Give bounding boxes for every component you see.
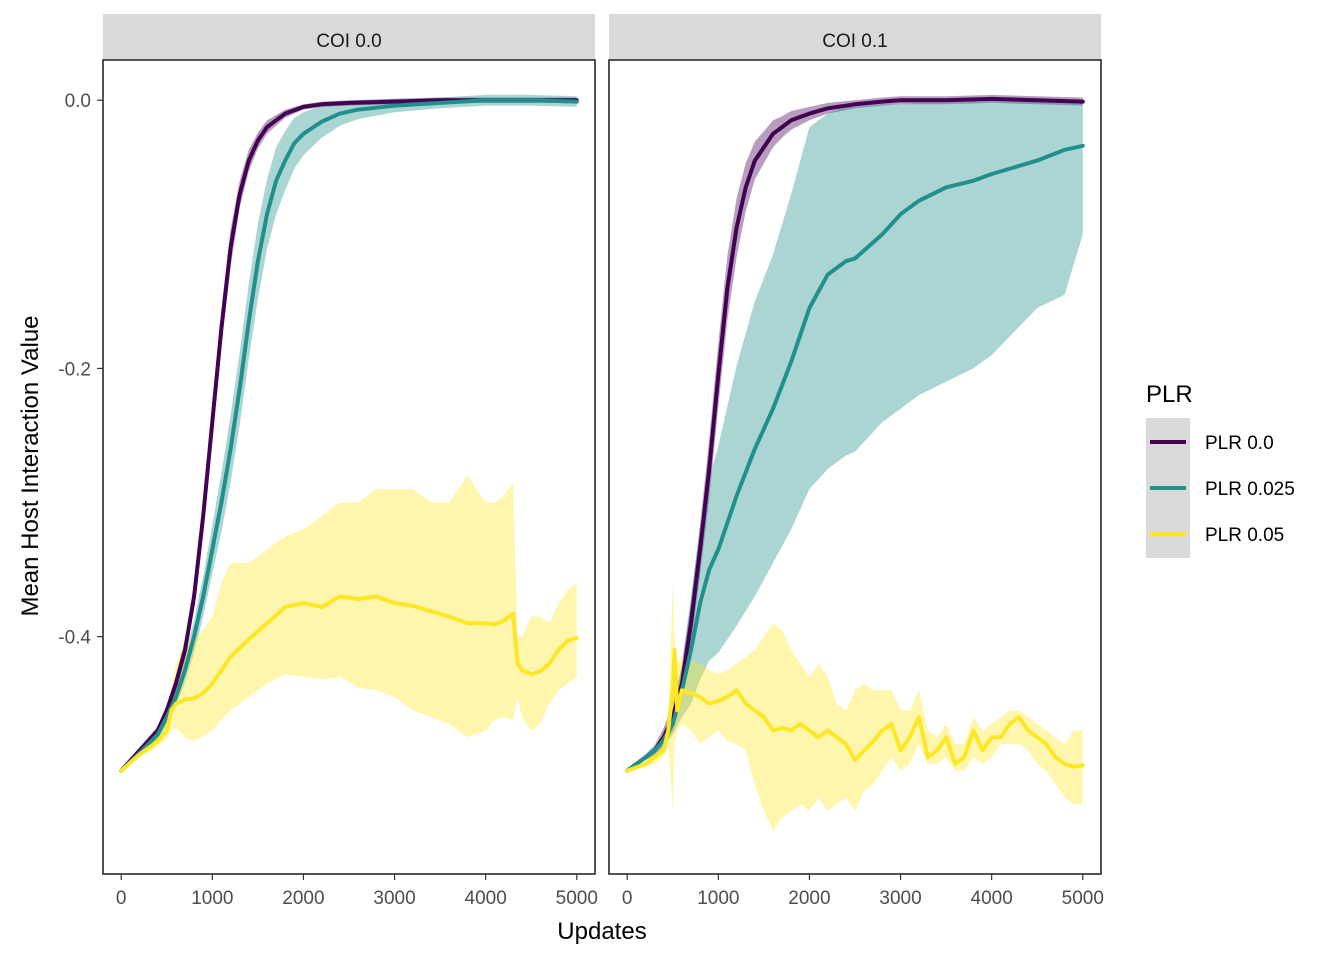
line-plr-0-025 <box>119 98 579 773</box>
ribbon-plr-0-05 <box>627 583 1083 832</box>
facet-strip <box>103 14 595 59</box>
line-plr-0-025 <box>625 143 1085 773</box>
x-tick-label: 3000 <box>373 888 415 909</box>
y-tick-label: -0.4 <box>58 628 91 649</box>
panel-data <box>625 94 1085 832</box>
panel-data <box>119 94 579 773</box>
legend-label-plr-0: PLR 0.0 <box>1205 433 1274 454</box>
x-tick-label: 2000 <box>788 888 830 909</box>
panel-border <box>102 59 596 875</box>
ribbon-plr-0-025 <box>627 101 1083 771</box>
panel-border <box>608 59 1102 875</box>
panel-coi-0-0: COI 0.0 0 1000 2000 3000 4000 5000 0.0 -0.2 -0.4 <box>58 14 598 909</box>
facet-strip-label: COI 0.1 <box>822 31 887 52</box>
x-tick-label: 0 <box>116 888 127 909</box>
x-tick-label: 2000 <box>282 888 324 909</box>
x-tick-label: 1000 <box>191 888 233 909</box>
line-plr-0-05 <box>119 594 579 773</box>
line-plr-0-0 <box>119 98 579 773</box>
x-tick-label: 4000 <box>465 888 507 909</box>
y-tick-label: 0.0 <box>65 91 91 112</box>
legend-label-plr-0025: PLR 0.025 <box>1205 479 1295 500</box>
legend-title: PLR <box>1146 381 1193 408</box>
x-tick-label: 4000 <box>971 888 1013 909</box>
facet-strip-label: COI 0.0 <box>316 31 381 52</box>
x-axis-title: Updates <box>557 918 646 945</box>
x-tick-label: 1000 <box>697 888 739 909</box>
x-tick-label: 0 <box>622 888 633 909</box>
panel-coi-0-1: COI 0.1 0 1000 2000 3000 4000 5000 <box>608 14 1104 909</box>
ribbon-plr-0-05 <box>121 475 577 771</box>
y-tick-label: -0.2 <box>58 359 91 380</box>
x-tick-label: 5000 <box>1062 888 1104 909</box>
x-tick-label: 5000 <box>556 888 598 909</box>
line-plr-0-05 <box>625 648 1085 773</box>
facet-strip <box>609 14 1101 59</box>
legend-label-plr-005: PLR 0.05 <box>1205 525 1284 546</box>
legend: PLR PLR 0.0 PLR 0.025 PLR 0.05 <box>1146 381 1295 558</box>
x-tick-label: 3000 <box>879 888 921 909</box>
y-axis-title: Mean Host Interaction Value <box>17 315 44 616</box>
